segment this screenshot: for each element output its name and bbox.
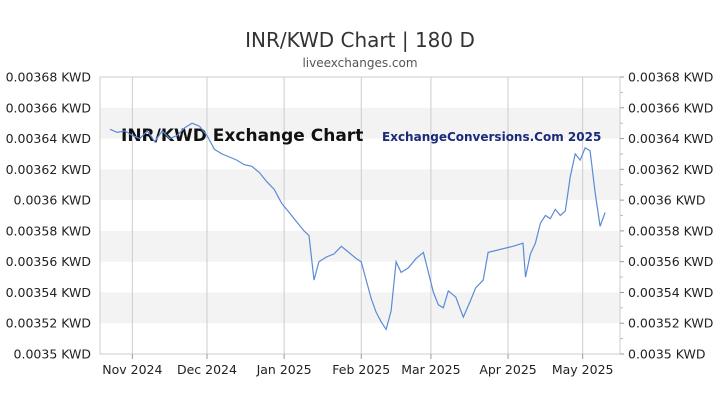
x-tick-label: Apr 2025 bbox=[479, 362, 536, 377]
y-tick-label-left: 0.00366 KWD bbox=[6, 100, 91, 115]
watermark-left: INR/KWD Exchange Chart bbox=[121, 126, 363, 146]
grid-band bbox=[100, 169, 620, 201]
y-tick-label-left: 0.00358 KWD bbox=[6, 223, 91, 238]
y-tick-label-right: 0.0036 KWD bbox=[628, 193, 705, 208]
x-tick-label: May 2025 bbox=[552, 362, 614, 377]
y-axis-right: 0.00368 KWD 0.00366 KWD 0.00364 KWD 0.00362… bbox=[620, 70, 713, 362]
y-tick-label-right: 0.00358 KWD bbox=[628, 223, 713, 238]
x-tick-label: Mar 2025 bbox=[401, 362, 460, 377]
y-tick-label-right: 0.00366 KWD bbox=[628, 100, 713, 115]
y-tick-label-left: 0.00356 KWD bbox=[6, 254, 91, 269]
grid-band bbox=[100, 292, 620, 324]
x-tick-label: Dec 2024 bbox=[177, 362, 237, 377]
x-tick-label: Nov 2024 bbox=[102, 362, 162, 377]
y-tick-label-right: 0.00368 KWD bbox=[628, 70, 713, 85]
y-tick-label-right: 0.00356 KWD bbox=[628, 254, 713, 269]
y-tick-label-left: 0.00362 KWD bbox=[6, 162, 91, 177]
y-tick-label-left: 0.0035 KWD bbox=[14, 347, 91, 362]
y-tick-label-right: 0.00352 KWD bbox=[628, 316, 713, 331]
x-axis: Nov 2024 Dec 2024 Jan 2025 Feb 2025 Mar 2025… bbox=[102, 354, 613, 377]
watermark-right: ExchangeConversions.Com 2025 bbox=[382, 130, 601, 144]
x-tick-label: Feb 2025 bbox=[332, 362, 390, 377]
y-tick-label-right: 0.00354 KWD bbox=[628, 285, 713, 300]
y-tick-label-left: 0.00352 KWD bbox=[6, 316, 91, 331]
vertical-gridlines bbox=[131, 77, 584, 354]
chart-subtitle: liveexchanges.com bbox=[302, 56, 417, 70]
series-line bbox=[109, 122, 606, 331]
y-tick-label-left: 0.00364 KWD bbox=[6, 131, 91, 146]
y-tick-label-left: 0.00354 KWD bbox=[6, 285, 91, 300]
grid-band bbox=[100, 230, 620, 262]
x-tick-label: Jan 2025 bbox=[256, 362, 312, 377]
y-tick-label-right: 0.00364 KWD bbox=[628, 131, 713, 146]
grid-band bbox=[100, 107, 620, 139]
y-tick-label-right: 0.0035 KWD bbox=[628, 347, 705, 362]
y-axis-left: 0.00368 KWD 0.00366 KWD 0.00364 KWD 0.00362… bbox=[6, 70, 91, 362]
y-tick-label-left: 0.00368 KWD bbox=[6, 70, 91, 85]
y-tick-label-right: 0.00362 KWD bbox=[628, 162, 713, 177]
chart-title: INR/KWD Chart | 180 D bbox=[245, 28, 475, 52]
y-tick-label-left: 0.0036 KWD bbox=[14, 193, 91, 208]
